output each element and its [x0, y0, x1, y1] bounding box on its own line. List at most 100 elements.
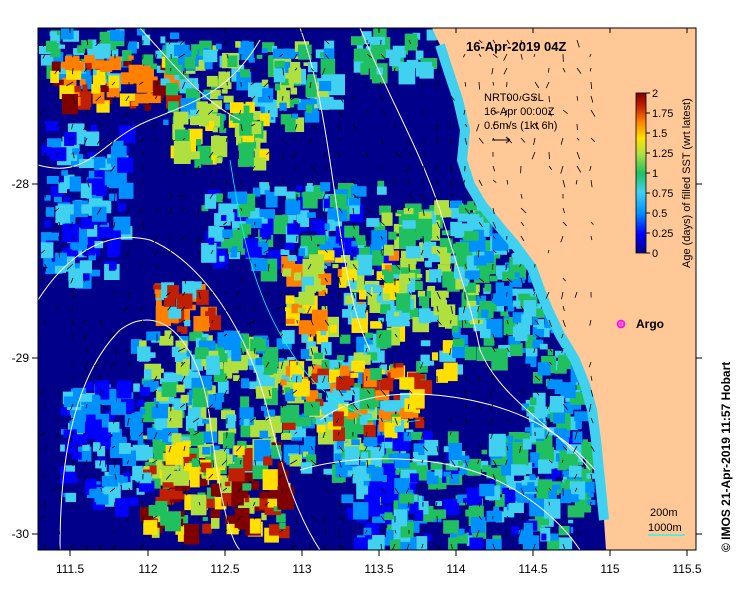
sst-cell	[139, 387, 151, 396]
sst-cell	[448, 442, 462, 460]
sst-cell	[384, 536, 392, 546]
current-vector	[252, 165, 256, 170]
lon-tick-label: 111.5	[56, 562, 85, 576]
current-vector	[548, 109, 552, 117]
current-vector	[520, 277, 524, 285]
sst-cell	[554, 361, 561, 365]
current-vector	[562, 319, 566, 327]
sst-cell	[298, 248, 305, 257]
sst-cell	[267, 377, 275, 387]
sst-cell	[523, 438, 532, 450]
sst-cell	[321, 342, 332, 356]
sst-cell	[41, 145, 52, 156]
current-vector	[408, 333, 411, 339]
sst-cell	[547, 349, 554, 356]
current-vector	[464, 389, 466, 398]
sst-cell	[146, 93, 161, 104]
current-vector	[422, 529, 426, 533]
sst-cell	[347, 470, 357, 477]
sst-cell	[199, 478, 208, 486]
current-vector	[125, 109, 130, 116]
sst-cell	[192, 331, 202, 338]
sst-cell	[276, 513, 286, 523]
sst-cell	[554, 428, 568, 437]
sst-cell	[399, 289, 406, 294]
current-vector	[449, 347, 452, 356]
sst-cell	[400, 275, 411, 285]
sst-cell	[303, 62, 309, 66]
current-vector	[72, 151, 75, 159]
current-vector	[281, 403, 284, 408]
sst-cell	[351, 36, 365, 46]
current-vector	[590, 221, 594, 225]
current-vector	[464, 459, 468, 467]
current-vector	[84, 249, 88, 257]
sst-cell	[248, 82, 263, 97]
sst-cell	[346, 260, 359, 269]
current-vector	[184, 487, 187, 496]
sst-cell	[330, 383, 341, 393]
current-vector	[128, 431, 131, 439]
current-vector	[56, 151, 60, 157]
sst-cell	[264, 409, 276, 418]
current-vector	[520, 389, 527, 395]
current-vector	[237, 501, 242, 507]
current-vector	[337, 431, 340, 436]
current-vector	[492, 165, 496, 172]
current-vector	[380, 235, 383, 240]
sst-cell	[437, 264, 452, 276]
sst-cell	[84, 55, 95, 64]
current-vector	[590, 417, 594, 424]
sst-cell	[366, 218, 380, 227]
sst-cell	[77, 45, 85, 53]
colorbar-tick-label: 2	[652, 88, 658, 100]
current-vector	[83, 123, 88, 131]
current-vector	[450, 473, 453, 480]
current-vector	[380, 221, 385, 226]
current-vector	[478, 403, 481, 410]
current-vector	[505, 263, 508, 271]
sst-cell	[228, 494, 244, 506]
current-vector	[281, 235, 284, 240]
current-vector	[69, 221, 74, 229]
current-vector	[266, 151, 270, 156]
sst-cell	[287, 223, 301, 235]
sst-cell	[366, 352, 378, 361]
current-vector	[153, 431, 158, 440]
sst-cell	[393, 395, 406, 405]
sst-cell	[353, 48, 367, 62]
sst-cell	[274, 186, 287, 196]
current-vector	[478, 515, 482, 520]
sst-cell	[192, 83, 199, 90]
current-vector	[237, 417, 242, 422]
current-vector	[181, 305, 186, 311]
current-vector	[352, 249, 355, 256]
sst-cell	[385, 437, 393, 446]
sst-cell	[213, 227, 224, 242]
sst-cell	[350, 409, 359, 418]
current-vector	[422, 165, 425, 173]
sst-cell	[525, 348, 538, 357]
sst-cell	[259, 430, 271, 439]
current-vector	[576, 165, 582, 173]
sst-cell	[388, 453, 400, 461]
current-vector	[111, 81, 116, 86]
current-vector	[394, 81, 397, 87]
current-vector	[83, 333, 88, 341]
current-vector	[54, 305, 60, 309]
sst-cell	[103, 486, 113, 495]
sst-cell	[203, 394, 216, 408]
current-vector	[71, 305, 74, 312]
sst-cell	[254, 456, 267, 467]
current-vector	[365, 347, 368, 353]
sst-cell	[334, 209, 348, 222]
current-vector	[324, 389, 328, 398]
current-vector	[55, 123, 60, 128]
sst-cell	[259, 223, 272, 240]
sst-cell	[173, 141, 191, 164]
current-vector	[338, 67, 342, 73]
sst-cell	[372, 285, 381, 294]
current-vector	[207, 403, 214, 410]
sst-cell	[298, 320, 316, 335]
current-vector	[309, 81, 312, 89]
